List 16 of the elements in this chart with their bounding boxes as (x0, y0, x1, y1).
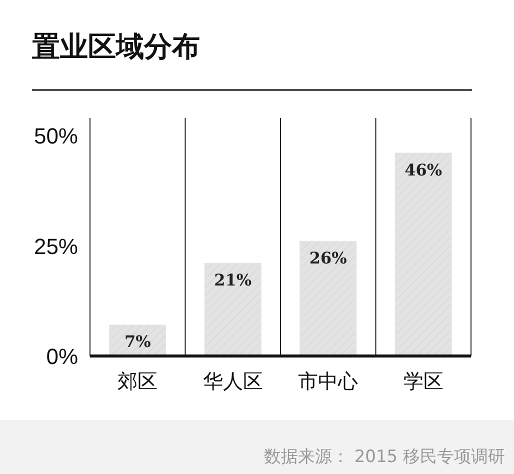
data-label: 7% (124, 332, 151, 352)
chart-title: 置业区域分布 (31, 30, 200, 63)
data-label: 46% (404, 160, 442, 180)
y-tick-label: 50% (34, 124, 78, 149)
data-label: 21% (214, 270, 252, 290)
bar (394, 152, 452, 356)
x-tick-label: 学区 (403, 369, 444, 393)
bar (300, 240, 357, 356)
x-tick-label: 市中心 (298, 369, 358, 393)
y-tick-label: 0% (46, 344, 78, 369)
bar (204, 262, 262, 356)
x-tick-label: 郊区 (118, 369, 158, 393)
y-tick-label: 25% (34, 234, 78, 259)
data-label: 26% (309, 248, 347, 268)
x-tick-label: 华人区 (202, 369, 263, 393)
source-note: 数据来源： 2015 移民专项调研 (264, 447, 505, 467)
